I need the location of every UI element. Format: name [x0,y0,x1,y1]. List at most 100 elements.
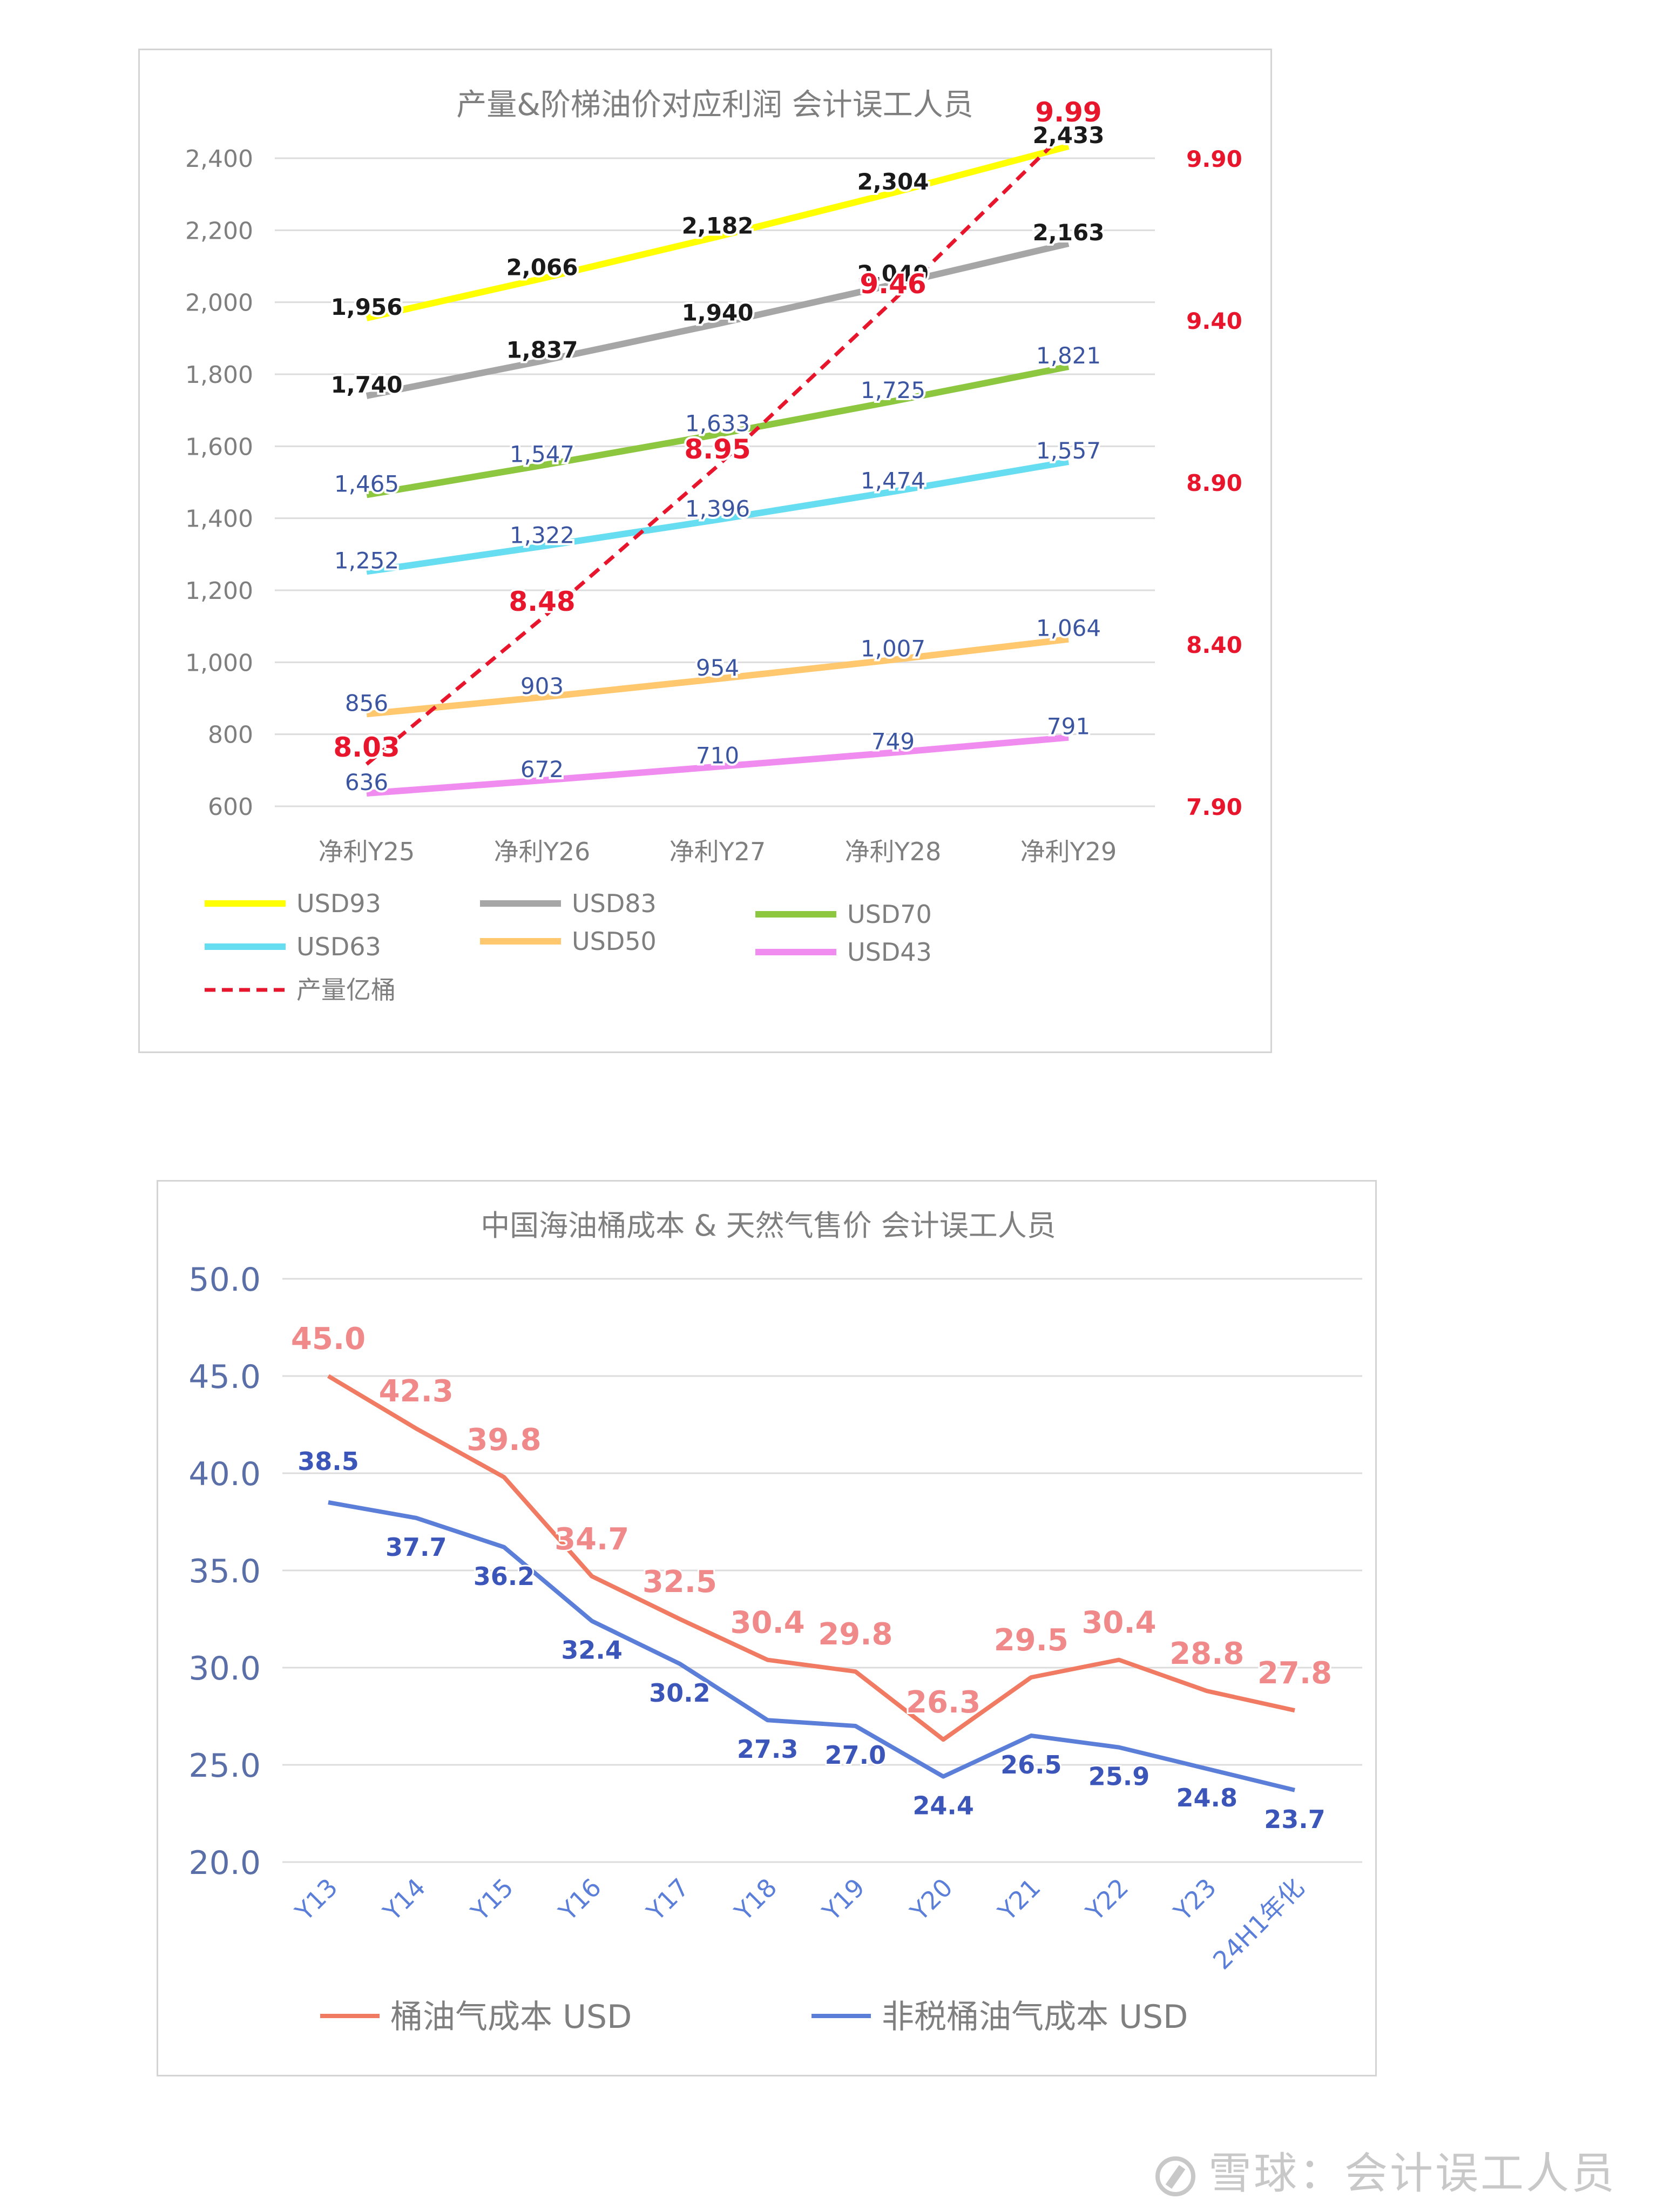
series-line [366,458,1070,575]
x-tick-label: Y17 [641,1873,695,1927]
data-label: 1,064 [1036,615,1101,642]
data-label: 26.5 [1000,1750,1062,1779]
data-label: 27.3 [737,1735,799,1764]
data-label: 30.4 [1081,1606,1156,1641]
legend-label: USD83 [572,889,657,918]
data-label: 25.9 [1088,1762,1150,1791]
data-label: 8.03 [333,732,400,763]
data-label: 1,252 [334,547,399,574]
data-label: 749 [871,729,915,755]
cost-chart: 中国海油桶成本 & 天然气售价 会计误工人员 20.0 25.0 30.0 35.0 40… [188,1209,1362,2036]
data-label: 28.8 [1169,1636,1244,1671]
data-label: 30.4 [731,1606,805,1641]
data-label: 1,474 [861,467,925,494]
series-line [366,363,1070,498]
data-label: 791 [1047,713,1090,740]
y-left-tick-label: 1,000 [185,649,253,677]
x-tick-label: Y19 [816,1873,870,1927]
x-tick-label: Y14 [377,1873,431,1927]
legend-label: 非税桶油气成本 USD [882,1998,1188,2036]
data-label: 9.99 [1035,97,1101,128]
y-tick-label: 20.0 [188,1844,261,1882]
data-label: 32.5 [643,1564,717,1600]
profit-chart: 产量&阶梯油价对应利润 会计误工人员 600 800 1,000 1,200 1,400 1… [185,87,1242,1004]
data-label: 1,725 [861,377,925,403]
xueqiu-logo-icon [1155,2156,1195,2197]
data-label: 27.8 [1257,1656,1332,1691]
data-label: 903 [520,673,564,699]
data-label: 36.2 [474,1562,535,1591]
series-line [327,1374,1295,1742]
data-label: 2,433 [1033,122,1105,149]
y-left-tick-label: 1,800 [185,361,253,389]
x-tick-label: Y16 [553,1873,607,1927]
legend-label: USD50 [572,927,657,956]
y-tick-label: 30.0 [188,1650,261,1688]
y-left-tick-label: 1,600 [185,433,253,461]
data-label: 710 [696,743,739,769]
legend-label: USD93 [296,889,381,918]
watermark: 雪球：会计误工人员 [1155,2139,1617,2201]
x-tick-label: 净利Y28 [845,837,942,866]
data-label: 9.46 [860,268,926,300]
y-right-tick-label: 8.90 [1186,470,1242,496]
y-left-tick-label: 1,400 [185,505,253,533]
legend-label: USD43 [847,938,932,967]
data-label: 1,396 [685,495,750,522]
data-label: 37.7 [386,1533,447,1562]
data-label: 26.3 [906,1685,980,1720]
data-label: 27.0 [825,1741,887,1770]
series-line [366,636,1069,718]
data-label: 2,163 [1033,219,1105,246]
y-tick-label: 50.0 [188,1261,261,1299]
y-tick-label: 25.0 [188,1747,261,1785]
y-tick-label: 45.0 [188,1358,261,1396]
data-label: 34.7 [555,1522,629,1557]
data-label: 45.0 [291,1321,366,1357]
data-label: 1,557 [1036,437,1101,464]
data-label: 23.7 [1264,1805,1326,1834]
legend-label: USD63 [296,932,381,961]
data-label: 29.8 [818,1617,892,1652]
data-label: 1,940 [682,300,754,326]
data-label: 1,740 [331,372,403,398]
legend-label: USD70 [847,900,932,929]
legend-label: 桶油气成本 USD [390,1998,632,2036]
x-tick-label: Y13 [289,1873,343,1927]
x-tick-label: 净利Y25 [319,837,415,866]
x-tick-label: 24H1年化 [1207,1873,1310,1975]
data-label: 32.4 [561,1636,623,1665]
y-left-tick-label: 2,000 [185,289,253,317]
data-label: 954 [696,655,739,681]
data-label: 1,821 [1036,342,1101,369]
series-line [366,240,1070,399]
data-label: 30.2 [649,1678,711,1708]
x-tick-label: Y15 [465,1873,519,1927]
y-right-tick-label: 9.90 [1186,146,1242,172]
x-tick-label: Y18 [728,1873,782,1927]
data-label: 24.8 [1176,1783,1238,1812]
y-left-tick-label: 1,200 [185,577,253,605]
watermark-text: 雪球：会计误工人员 [1208,2148,1617,2198]
y-left-tick-label: 600 [208,793,253,821]
data-label: 39.8 [466,1422,541,1458]
data-label: 29.5 [994,1623,1069,1658]
data-label: 2,066 [506,254,578,281]
data-label: 24.4 [912,1791,974,1820]
data-label: 1,465 [334,470,399,497]
x-tick-label: Y23 [1168,1873,1222,1927]
x-tick-label: 净利Y29 [1020,837,1117,866]
x-tick-label: Y21 [992,1873,1046,1927]
series-line [365,127,1070,766]
data-label: 856 [345,690,388,716]
data-label: 1,837 [506,336,578,363]
x-tick-label: Y20 [904,1873,958,1927]
series-line [328,1500,1295,1792]
data-label: 1,322 [510,522,574,549]
series-line [366,734,1069,797]
data-label: 8.95 [684,434,750,465]
data-label: 38.5 [297,1447,359,1476]
data-label: 2,304 [857,168,929,195]
data-label: 636 [345,769,388,795]
chart-title: 中国海油桶成本 & 天然气售价 会计误工人员 [481,1209,1056,1243]
